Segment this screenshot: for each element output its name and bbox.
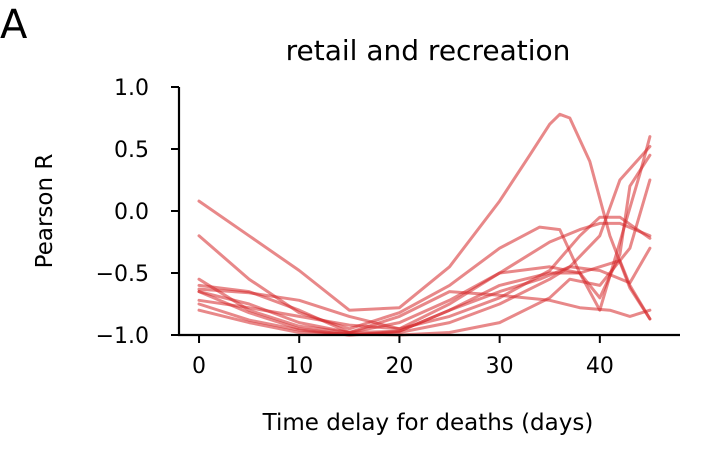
plot-area (197, 112, 652, 337)
series-line-7 (197, 215, 652, 331)
panel-label: A (0, 2, 28, 48)
series-line-1 (197, 112, 652, 321)
y-tick-label: 0.0 (114, 200, 149, 225)
y-tick-label: −1.0 (96, 324, 149, 349)
x-tick-label: 20 (385, 354, 413, 379)
y-ticks: −1.0 −0.5 0.0 0.5 1.0 (96, 76, 179, 349)
x-tick-label: 40 (586, 354, 614, 379)
y-tick-label: 0.5 (114, 138, 149, 163)
series-line-4 (197, 153, 652, 334)
y-axis-label: Pearson R (32, 154, 58, 269)
x-axis-label: Time delay for deaths (days) (262, 410, 594, 436)
x-tick-label: 30 (486, 354, 514, 379)
series-line-10 (197, 290, 652, 334)
x-tick-label: 10 (285, 354, 313, 379)
series-line-8 (197, 246, 652, 337)
x-ticks: 0 10 20 30 40 (192, 335, 614, 379)
series-line-6 (197, 145, 652, 337)
series-line-9 (197, 178, 652, 337)
y-tick-label: −0.5 (96, 262, 149, 287)
y-tick-label: 1.0 (114, 76, 149, 101)
x-tick-label: 0 (192, 354, 206, 379)
chart-title: retail and recreation (286, 34, 571, 67)
